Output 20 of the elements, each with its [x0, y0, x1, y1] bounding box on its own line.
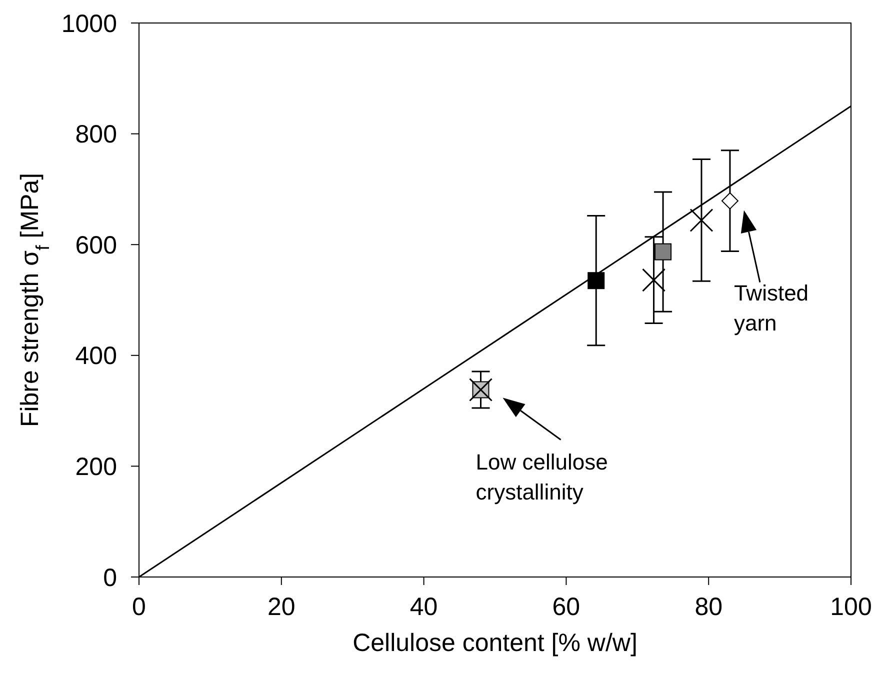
y-tick-label: 800 — [75, 120, 117, 149]
x-tick-label: 40 — [410, 593, 438, 621]
x-axis-title: Cellulose content [% w/w] — [352, 629, 638, 657]
x-tick-label: 100 — [830, 593, 872, 621]
point — [654, 243, 672, 260]
y-tick-label: 200 — [75, 452, 117, 481]
y-tick-label: 0 — [103, 564, 117, 592]
point — [690, 208, 714, 232]
annotation: Low cellulose crystallinity — [476, 450, 608, 505]
y-tick-label: 400 — [75, 342, 117, 370]
point — [588, 272, 605, 290]
x-tick-label: 80 — [694, 593, 723, 621]
x-tick-label: 0 — [132, 593, 146, 621]
y-tick-label: 600 — [75, 231, 117, 260]
annotation: Twisted yarn — [734, 280, 809, 336]
x-tick-label: 20 — [267, 593, 296, 621]
x-tick-label: 60 — [552, 593, 580, 621]
y-tick-label: 1000 — [61, 10, 117, 38]
point — [721, 192, 738, 210]
point — [642, 268, 666, 292]
